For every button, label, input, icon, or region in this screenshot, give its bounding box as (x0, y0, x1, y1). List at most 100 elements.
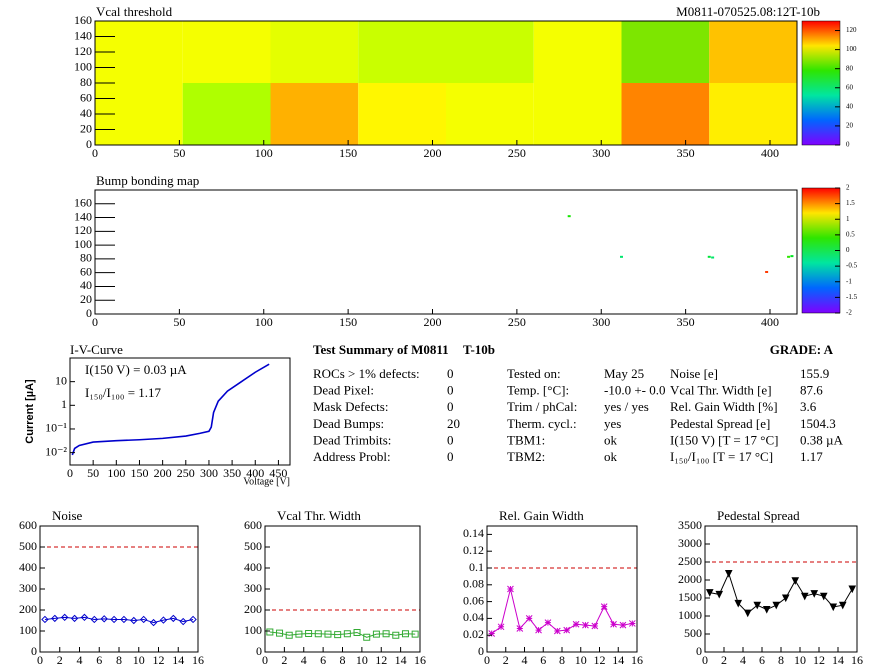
y-tick-label: 10⁻¹ (45, 421, 67, 435)
heat-cell (621, 83, 710, 145)
plot-frame (69, 357, 291, 466)
data-marker (791, 577, 800, 585)
x-tick-label: 4 (77, 653, 83, 667)
summary-label: Dead Bumps: (313, 416, 384, 431)
data-marker (628, 620, 636, 627)
heat-cell (182, 83, 271, 145)
x-tick-label: 6 (320, 653, 326, 667)
x-tick-label: 2 (503, 653, 509, 667)
data-marker (411, 630, 419, 638)
y-tick-label: 2500 (678, 554, 702, 568)
colorbar (801, 187, 841, 314)
colorbar-tick-label: -1 (846, 277, 852, 285)
chart-title: Vcal Thr. Width (277, 508, 361, 523)
summary-label: Pedestal Spread [e] (670, 416, 770, 431)
annotation: I₁₅₀/I₁₀₀ = 1.17 (85, 385, 162, 400)
y-tick-label: 3500 (678, 518, 702, 532)
x-tick-label: 2 (721, 653, 727, 667)
summary-value: yes / yes (604, 399, 649, 414)
y-tick-label: 200 (244, 602, 262, 616)
x-tick-label: 0 (262, 653, 268, 667)
bump-point (787, 255, 791, 258)
data-marker (60, 613, 69, 622)
data-marker (497, 623, 505, 631)
data-marker (343, 630, 351, 638)
data-marker (276, 629, 284, 637)
x-tick-label: 0 (67, 466, 73, 480)
data-marker (582, 621, 589, 629)
x-tick-label: 14 (832, 653, 844, 667)
heat-cell (358, 21, 446, 83)
data-marker (544, 619, 552, 626)
colorbar-tick-label: 80 (846, 64, 854, 72)
x-tick-label: 14 (612, 653, 624, 667)
data-marker (285, 631, 293, 639)
heat-cell (446, 21, 534, 83)
x-tick-label: 200 (424, 146, 442, 160)
colorbar-tick-label: -2 (846, 309, 852, 317)
data-marker (724, 570, 733, 578)
summary-value: yes (604, 416, 621, 431)
data-marker (600, 603, 608, 610)
y-tick-label: 600 (19, 518, 37, 532)
y-tick-label: 200 (19, 602, 37, 616)
data-marker (372, 630, 380, 638)
data-marker (90, 615, 99, 624)
y-tick-label: 500 (244, 539, 262, 553)
summary-value: 0 (447, 449, 454, 464)
colorbar-tick-label: 60 (846, 83, 854, 91)
x-tick-label: 14 (395, 653, 407, 667)
data-marker (179, 617, 187, 626)
data-marker (295, 630, 303, 638)
chart-subtitle: M0811-070525.08:12T-10b (676, 4, 820, 19)
bump-point (711, 256, 715, 259)
x-tick-label: 50 (173, 315, 185, 329)
data-marker (734, 599, 743, 608)
data-marker (610, 620, 617, 628)
summary-label: Rel. Gain Width [%] (670, 399, 778, 414)
chart-title: Noise (52, 508, 83, 523)
data-marker (139, 615, 148, 624)
y-tick-label: 160 (74, 196, 92, 210)
x-tick-label: 10 (794, 653, 806, 667)
summary-label: Dead Trimbits: (313, 432, 391, 447)
y-tick-label: 600 (244, 518, 262, 532)
x-tick-label: 12 (813, 653, 825, 667)
x-tick-label: 16 (414, 653, 426, 667)
summary-label: Address Probl: (313, 449, 391, 464)
bump-point (567, 215, 571, 218)
colorbar-tick-label: -0.5 (846, 262, 858, 270)
y-tick-label: 0.08 (463, 577, 484, 591)
x-tick-label: 8 (559, 653, 565, 667)
x-tick-label: 200 (424, 315, 442, 329)
summary-label: ROCs > 1% defects: (313, 366, 420, 381)
x-tick-label: 50 (87, 466, 99, 480)
x-tick-label: 14 (172, 653, 184, 667)
data-marker (120, 615, 128, 624)
bump-point (707, 255, 711, 258)
y-tick-label: 100 (74, 237, 92, 251)
colorbar (801, 20, 841, 146)
data-marker (80, 613, 89, 622)
y-tick-label: 400 (244, 560, 262, 574)
y-tick-label: 120 (74, 223, 92, 237)
summary-label: I₁₅₀/I₁₀₀ [T = 17 °C] (670, 449, 773, 464)
y-tick-label: 100 (244, 623, 262, 637)
x-tick-label: 0 (484, 653, 490, 667)
summary-value: ok (604, 432, 618, 447)
chart-title: Pedestal Spread (717, 508, 800, 523)
y-tick-label: 500 (19, 539, 37, 553)
data-marker (507, 585, 514, 593)
data-marker (743, 609, 752, 618)
data-line (71, 363, 270, 456)
summary-label: Tested on: (507, 366, 561, 381)
x-tick-label: 300 (592, 315, 610, 329)
x-tick-label: 8 (340, 653, 346, 667)
x-tick-label: 2 (281, 653, 287, 667)
x-tick-label: 0 (92, 146, 98, 160)
data-marker (572, 620, 580, 628)
chart-title: Rel. Gain Width (499, 508, 584, 523)
chart-title: I-V-Curve (70, 342, 123, 357)
x-tick-label: 50 (173, 146, 185, 160)
summary-label: Therm. cycl.: (507, 416, 577, 431)
